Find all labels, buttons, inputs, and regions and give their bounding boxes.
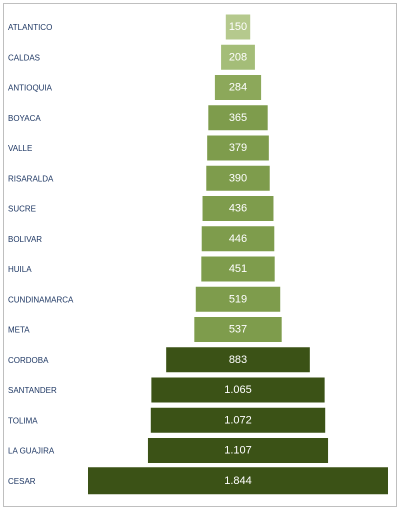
category-label-boyaca: BOYACA: [8, 114, 41, 123]
bar-boyaca: [208, 105, 268, 131]
value-label-la-guajira: 1.107: [224, 445, 252, 457]
value-label-antioquia: 284: [229, 82, 247, 94]
bar-valle: [207, 135, 269, 161]
value-label-valle: 379: [229, 142, 247, 154]
category-label-cesar: CESAR: [8, 477, 36, 486]
bar-huila: [201, 256, 275, 282]
value-label-meta: 537: [229, 324, 247, 336]
bar-tolima: [150, 407, 326, 433]
bar-cesar: [88, 467, 388, 495]
value-label-caldas: 208: [229, 51, 247, 63]
value-label-risaralda: 390: [229, 172, 247, 184]
bar-caldas: [221, 44, 255, 70]
value-label-atlantico: 150: [229, 21, 247, 33]
category-label-sucre: SUCRE: [8, 205, 36, 214]
value-label-cundinamarca: 519: [229, 293, 247, 305]
category-label-bolivar: BOLIVAR: [8, 235, 42, 244]
category-label-valle: VALLE: [8, 144, 32, 153]
bar-la-guajira: [147, 438, 329, 463]
category-label-santander: SANTANDER: [8, 386, 57, 395]
category-label-cordoba: CORDOBA: [8, 356, 49, 365]
category-label-meta: META: [8, 326, 30, 335]
bar-cordoba: [166, 347, 310, 373]
bar-risaralda: [206, 165, 270, 191]
bar-meta: [194, 317, 282, 342]
category-label-cundinamarca: CUNDINAMARCA: [8, 295, 74, 304]
category-label-risaralda: RISARALDA: [8, 174, 54, 183]
bar-antioquia: [214, 75, 262, 100]
value-label-huila: 451: [229, 263, 247, 275]
bar-santander: [151, 377, 325, 403]
value-label-santander: 1.065: [224, 384, 252, 396]
category-label-tolima: TOLIMA: [8, 416, 38, 425]
category-label-huila: HUILA: [8, 265, 32, 274]
value-label-boyaca: 365: [229, 112, 247, 124]
category-label-caldas: CALDAS: [8, 53, 40, 62]
bar-bolivar: [201, 226, 275, 252]
value-label-cordoba: 883: [229, 354, 247, 366]
bar-cundinamarca: [195, 286, 281, 312]
bar-atlantico: [225, 14, 251, 40]
value-label-bolivar: 446: [229, 233, 247, 245]
value-label-cesar: 1.844: [224, 475, 252, 487]
category-label-la-guajira: LA GUAJIRA: [8, 447, 55, 456]
bar-sucre: [202, 196, 274, 221]
value-label-tolima: 1.072: [224, 414, 252, 426]
category-label-atlantico: ATLANTICO: [8, 23, 52, 32]
category-label-antioquia: ANTIOQUIA: [8, 84, 53, 93]
value-label-sucre: 436: [229, 203, 247, 215]
